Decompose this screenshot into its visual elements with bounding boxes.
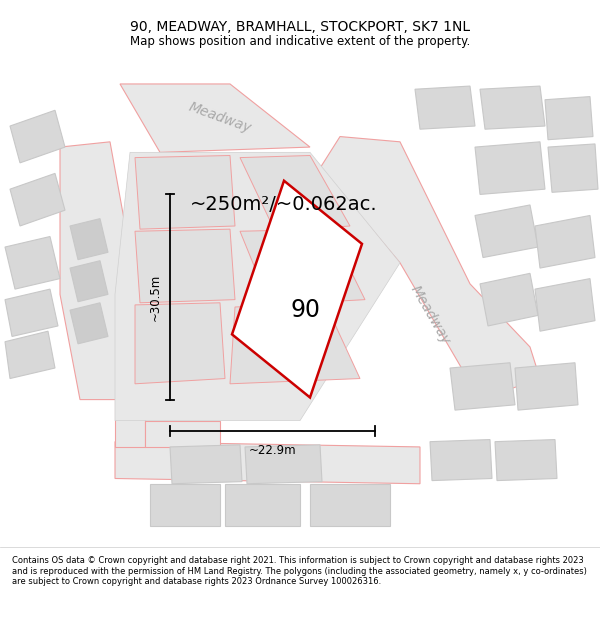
Polygon shape	[150, 484, 220, 526]
Polygon shape	[135, 302, 225, 384]
Polygon shape	[115, 152, 400, 421]
Polygon shape	[430, 439, 492, 481]
Polygon shape	[5, 289, 58, 336]
Polygon shape	[232, 181, 362, 398]
Polygon shape	[70, 219, 108, 259]
Polygon shape	[495, 439, 557, 481]
Text: Meadway: Meadway	[407, 283, 452, 348]
Text: ~22.9m: ~22.9m	[248, 444, 296, 457]
Text: Meadway: Meadway	[187, 100, 253, 136]
Text: Contains OS data © Crown copyright and database right 2021. This information is : Contains OS data © Crown copyright and d…	[12, 556, 587, 586]
Text: 90, MEADWAY, BRAMHALL, STOCKPORT, SK7 1NL: 90, MEADWAY, BRAMHALL, STOCKPORT, SK7 1N…	[130, 20, 470, 34]
Polygon shape	[240, 156, 350, 231]
Polygon shape	[230, 302, 360, 384]
Polygon shape	[170, 445, 242, 484]
Polygon shape	[545, 97, 593, 140]
Text: 90: 90	[290, 298, 320, 322]
Polygon shape	[10, 110, 65, 163]
Polygon shape	[115, 442, 420, 484]
Polygon shape	[115, 399, 145, 447]
Polygon shape	[70, 302, 108, 344]
Polygon shape	[5, 331, 55, 379]
Text: ~30.5m: ~30.5m	[149, 273, 162, 321]
Polygon shape	[515, 362, 578, 410]
Polygon shape	[415, 86, 475, 129]
Polygon shape	[475, 205, 538, 258]
Polygon shape	[535, 216, 595, 268]
Polygon shape	[135, 229, 235, 302]
Polygon shape	[70, 261, 108, 302]
Polygon shape	[480, 273, 538, 326]
Polygon shape	[480, 86, 545, 129]
Text: ~250m²/~0.062ac.: ~250m²/~0.062ac.	[190, 196, 377, 214]
Polygon shape	[535, 279, 595, 331]
Polygon shape	[225, 484, 300, 526]
Polygon shape	[310, 484, 390, 526]
Polygon shape	[475, 142, 545, 194]
Polygon shape	[60, 142, 130, 399]
Polygon shape	[120, 84, 310, 152]
Polygon shape	[5, 236, 60, 289]
Polygon shape	[320, 136, 540, 399]
Polygon shape	[10, 173, 65, 226]
Polygon shape	[145, 421, 220, 447]
Text: Map shows position and indicative extent of the property.: Map shows position and indicative extent…	[130, 36, 470, 48]
Polygon shape	[245, 445, 322, 484]
Polygon shape	[240, 229, 365, 305]
Polygon shape	[450, 362, 515, 410]
Polygon shape	[135, 156, 235, 229]
Polygon shape	[548, 144, 598, 192]
